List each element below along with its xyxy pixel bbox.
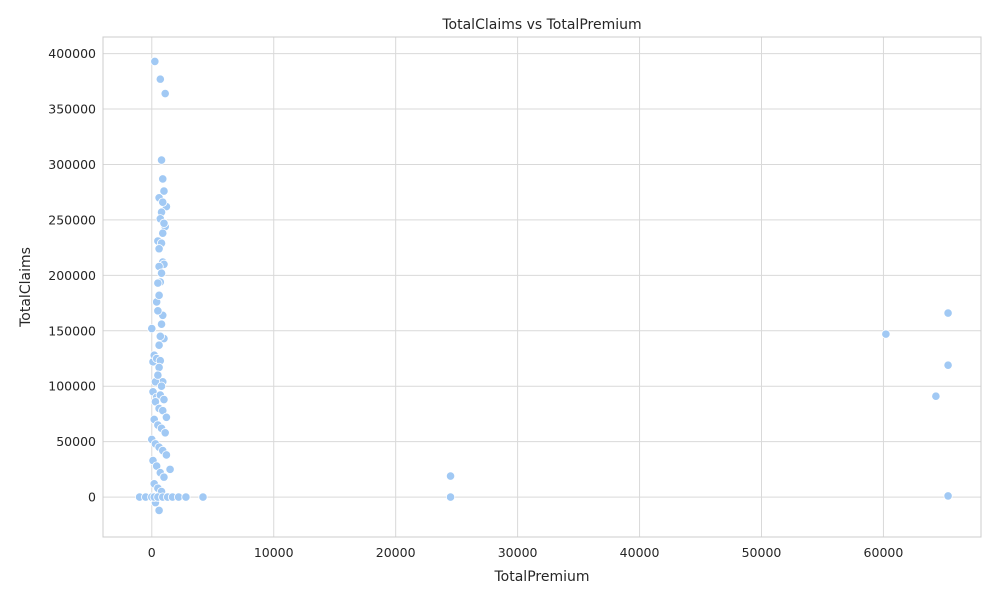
data-point [154,244,164,254]
x-tick-label: 60000 [864,545,904,560]
x-tick-label: 0 [148,545,156,560]
data-point [153,306,163,316]
data-point [931,391,941,401]
data-point [156,319,167,329]
x-axis-label: TotalPremium [494,569,590,585]
data-point [181,492,191,502]
x-tick-label: 40000 [620,545,660,560]
data-point [156,155,167,165]
data-point [158,228,168,238]
data-point [159,218,169,228]
data-point [198,492,208,502]
y-tick-label: 400000 [48,46,96,61]
chart-title: TotalClaims vs TotalPremium [441,17,641,33]
data-point [154,340,164,350]
data-point [153,278,163,288]
data-point [161,412,172,422]
x-tick-label: 50000 [742,545,782,560]
data-point [445,492,456,502]
y-tick-label: 100000 [48,379,96,394]
y-tick-label: 50000 [56,434,96,449]
data-point [160,428,170,438]
data-point [154,290,164,300]
data-point [154,362,164,372]
y-tick-label: 200000 [48,268,96,283]
data-point [150,56,160,66]
data-point [881,329,891,339]
y-tick-label: 0 [88,490,96,505]
data-point [160,88,170,99]
y-tick-label: 300000 [48,157,96,172]
x-tick-label: 30000 [498,545,538,560]
data-point [153,370,163,380]
data-point [161,450,172,460]
data-point [156,381,167,391]
data-point [943,491,953,501]
data-point [445,471,456,481]
grid-lines [103,37,981,537]
data-point [156,268,167,278]
data-point [159,394,169,405]
x-tick-label: 20000 [376,545,416,560]
y-tick-label: 250000 [48,212,96,227]
y-tick-labels: 0 50000 100000 150000 200000 250000 300000 3500… [48,46,96,504]
data-point [154,505,164,515]
data-point [155,74,165,84]
data-point [155,331,165,341]
data-point [159,186,169,196]
y-tick-label: 150000 [48,323,96,338]
x-tick-labels: 0 10000 20000 30000 40000 50000 60000 [148,545,904,560]
data-points [134,56,953,515]
data-point [147,323,157,334]
x-tick-label: 10000 [254,545,294,560]
data-point [165,464,175,474]
y-axis-label: TotalClaims [18,247,34,328]
data-point [943,308,953,318]
data-point [158,174,168,184]
plot-frame [102,36,982,538]
y-tick-label: 350000 [48,102,96,117]
data-point [158,197,168,207]
data-point [943,360,953,370]
data-point [159,472,169,482]
